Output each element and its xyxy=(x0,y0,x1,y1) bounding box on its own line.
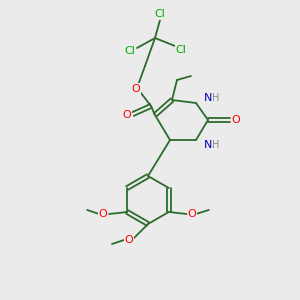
Text: O: O xyxy=(123,110,131,120)
Text: H: H xyxy=(212,93,220,103)
Text: Cl: Cl xyxy=(154,9,165,19)
Text: N: N xyxy=(204,93,212,103)
Text: O: O xyxy=(232,115,240,125)
Text: O: O xyxy=(99,209,108,219)
Text: O: O xyxy=(124,235,134,245)
Text: Cl: Cl xyxy=(176,45,186,55)
Text: Cl: Cl xyxy=(124,46,135,56)
Text: O: O xyxy=(132,84,140,94)
Text: O: O xyxy=(188,209,196,219)
Text: N: N xyxy=(204,140,212,150)
Text: H: H xyxy=(212,140,220,150)
